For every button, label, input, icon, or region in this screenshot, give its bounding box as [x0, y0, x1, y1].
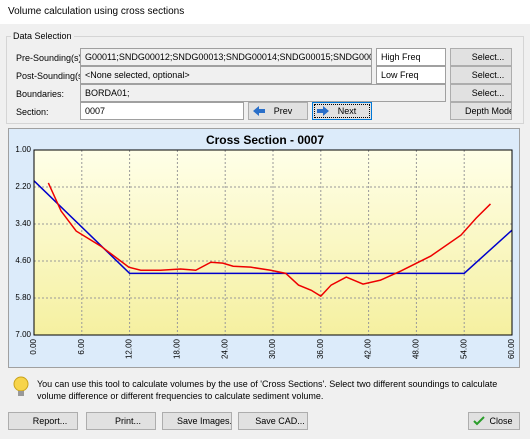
check-icon: [473, 416, 485, 426]
data-line: [33, 180, 513, 275]
x-tick-label: 36.00: [316, 338, 325, 359]
save-cad-button[interactable]: Save CAD...: [238, 412, 308, 430]
x-tick-label: 54.00: [459, 338, 468, 359]
plot-frame: [33, 149, 513, 336]
next-button[interactable]: Next: [312, 102, 372, 120]
data-line: [47, 182, 492, 298]
arrow-icon: [253, 106, 265, 116]
info-icon: [13, 376, 29, 396]
x-tick-label: 18.00: [173, 338, 182, 359]
label: Boundaries:: [16, 89, 65, 99]
print-button[interactable]: Print...: [86, 412, 156, 430]
dropdown[interactable]: Low Freq: [376, 66, 446, 84]
text-field[interactable]: BORDA01;: [80, 84, 446, 102]
text-field[interactable]: 0007: [80, 102, 244, 120]
chart: Cross Section - 0007 1.00 2.20 3.40 4.60 5.8…: [8, 128, 520, 368]
prev-button[interactable]: Prev: [248, 102, 308, 120]
y-tick-label: 4.60: [15, 256, 31, 265]
x-tick-label: 48.00: [412, 338, 421, 359]
x-tick-label: 42.00: [364, 338, 373, 359]
y-tick-label: 1.00: [15, 145, 31, 154]
y-tick-label: 5.80: [15, 293, 31, 302]
info-text: You can use this tool to calculate volum…: [37, 379, 498, 401]
dropdown[interactable]: High Freq: [376, 48, 446, 66]
label: Section:: [16, 107, 49, 117]
x-tick-label: 60.00: [507, 338, 516, 359]
y-tick-label: 2.20: [15, 182, 31, 191]
window-title: Volume calculation using cross sections: [0, 0, 530, 24]
close-button[interactable]: Close: [468, 412, 520, 430]
select-button[interactable]: Select...: [450, 84, 512, 102]
text-field[interactable]: <None selected, optional>: [80, 66, 372, 84]
report-button[interactable]: Report...: [8, 412, 78, 430]
label: Post-Sounding(s):: [16, 71, 89, 81]
select-button[interactable]: Select...: [450, 48, 512, 66]
x-tick-label: 24.00: [220, 338, 229, 359]
chart-title: Cross Section - 0007: [206, 133, 324, 147]
depth-mode-button[interactable]: Depth Mode: [450, 102, 512, 120]
x-tick-label: 30.00: [268, 338, 277, 359]
text-field[interactable]: G00011;SNDG00012;SNDG00013;SNDG00014;SND…: [80, 48, 372, 66]
y-tick-label: 3.40: [15, 219, 31, 228]
group-title: Data Selection: [11, 31, 74, 41]
arrow-icon: [317, 106, 329, 116]
label: Pre-Sounding(s):: [16, 53, 85, 63]
y-tick-label: 7.00: [15, 330, 31, 339]
x-tick-label: 0.00: [29, 338, 38, 354]
x-tick-label: 12.00: [125, 338, 134, 359]
group-box: [6, 36, 524, 124]
select-button[interactable]: Select...: [450, 66, 512, 84]
save-images-button[interactable]: Save Images...: [162, 412, 232, 430]
x-tick-label: 6.00: [77, 338, 86, 354]
